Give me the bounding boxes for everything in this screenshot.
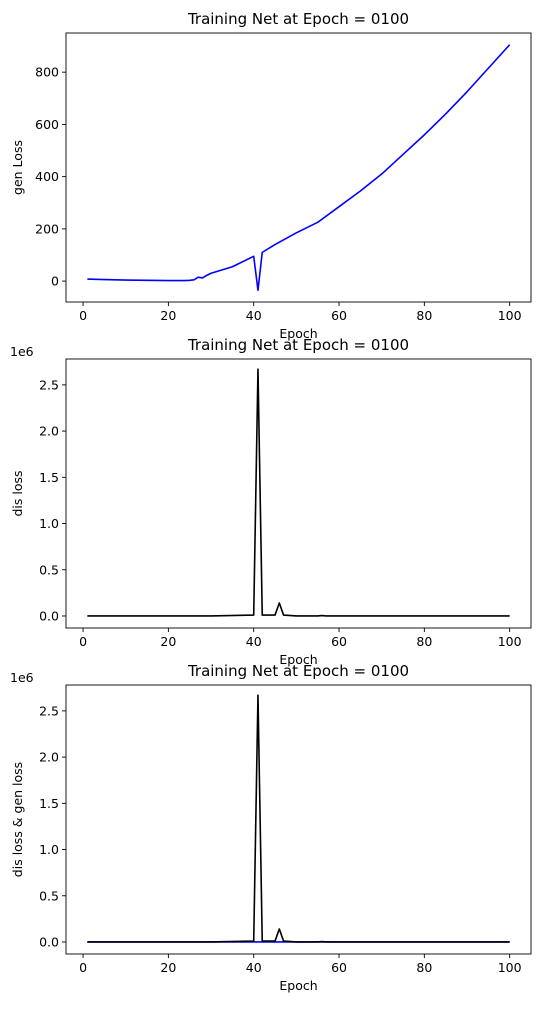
y-tick-label: 2.5 — [39, 377, 59, 392]
y-tick-label: 2.0 — [39, 750, 59, 765]
chart-title: Training Net at Epoch = 0100 — [187, 10, 409, 28]
y-tick-label: 400 — [35, 169, 59, 184]
plot-frame — [65, 358, 532, 629]
y-tick-label: 0.5 — [39, 888, 59, 903]
x-tick-label: 40 — [246, 634, 262, 649]
chart-2: 0 20 40 60 80 100 0.0 0.5 1.0 1.5 2.0 2.5 Training N… — [10, 336, 532, 667]
chart-1: 0 20 40 60 80 100 0 200 400 600 800 Training Net at… — [10, 10, 532, 341]
y-axis-label: dis loss — [10, 470, 25, 516]
y-axis-label: dis loss & gen loss — [10, 762, 25, 877]
chart-3: 0 20 40 60 80 100 0.0 0.5 1.0 1.5 2.0 2.5 Training N… — [10, 662, 532, 993]
x-tick-label: 20 — [160, 308, 176, 323]
x-tick-label: 40 — [246, 308, 262, 323]
y-tick-label: 200 — [35, 221, 59, 236]
x-tick-label: 100 — [498, 960, 522, 975]
x-tick-label: 20 — [160, 634, 176, 649]
x-tick-label: 100 — [498, 634, 522, 649]
x-axis-label: Epoch — [279, 652, 317, 667]
x-tick-label: 60 — [331, 960, 347, 975]
x-tick-label: 60 — [331, 634, 347, 649]
x-axis-label: Epoch — [279, 326, 317, 341]
y-offset-label: 1e6 — [10, 344, 34, 359]
y-tick-label: 0.5 — [39, 562, 59, 577]
y-tick-label: 1.0 — [39, 842, 59, 857]
x-tick-label: 0 — [79, 634, 87, 649]
series-line-1 — [87, 368, 510, 617]
y-tick-label: 1.0 — [39, 516, 59, 531]
x-tick-label: 80 — [416, 960, 432, 975]
x-tick-label: 80 — [416, 634, 432, 649]
y-offset-label: 1e6 — [10, 670, 34, 685]
y-tick-label: 0.0 — [39, 608, 59, 623]
x-tick-label: 60 — [331, 308, 347, 323]
y-tick-label: 1.5 — [39, 796, 59, 811]
y-tick-label: 600 — [35, 117, 59, 132]
y-tick-label: 0.0 — [39, 934, 59, 949]
x-tick-label: 40 — [246, 960, 262, 975]
chart-title: Training Net at Epoch = 0100 — [187, 336, 409, 354]
x-tick-label: 80 — [416, 308, 432, 323]
x-axis-label: Epoch — [279, 978, 317, 993]
y-tick-label: 0 — [51, 274, 59, 289]
y-tick-label: 800 — [35, 65, 59, 80]
plot-frame — [65, 684, 532, 955]
series-line-2 — [87, 694, 510, 943]
x-tick-label: 100 — [498, 308, 522, 323]
chart-title: Training Net at Epoch = 0100 — [187, 662, 409, 680]
x-tick-label: 0 — [79, 960, 87, 975]
x-tick-label: 20 — [160, 960, 176, 975]
y-tick-label: 2.0 — [39, 424, 59, 439]
y-axis-label: gen Loss — [10, 140, 25, 195]
plot-frame — [65, 32, 532, 303]
y-tick-label: 2.5 — [39, 703, 59, 718]
x-tick-label: 0 — [79, 308, 87, 323]
y-tick-label: 1.5 — [39, 470, 59, 485]
series-line-1 — [87, 44, 511, 292]
